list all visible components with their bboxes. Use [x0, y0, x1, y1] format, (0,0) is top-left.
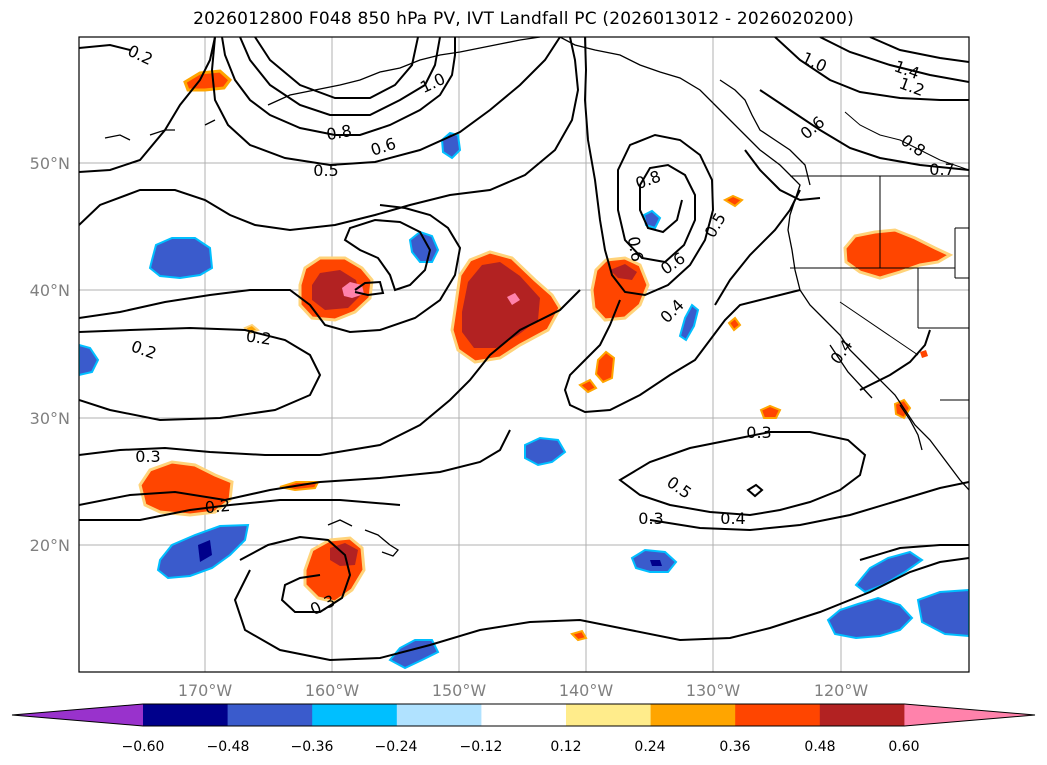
colorbar-tick-label: −0.60 [122, 739, 165, 755]
contour-label: 0.2 [245, 326, 273, 348]
contour-label: 0.4 [720, 509, 745, 528]
colorbar-tick-label: 0.60 [888, 739, 919, 755]
lat-label: 30°N [30, 409, 70, 428]
colorbar-extend-low [12, 704, 143, 726]
contour-label: 0.3 [746, 423, 771, 442]
colorbar-bin [481, 704, 567, 726]
colorbar-bin [143, 704, 229, 726]
colorbar-tick-label: −0.36 [291, 739, 334, 755]
colorbar-bin [566, 704, 652, 726]
contour-label: 0.3 [638, 509, 663, 528]
contour-label: 0.2 [204, 496, 231, 517]
lon-label: 170°W [178, 681, 233, 700]
contour-label: 0.5 [313, 161, 338, 180]
colorbar-ticks: −0.60 −0.48 −0.36 −0.24 −0.12 0.12 0.24 … [122, 739, 920, 755]
colorbar-bin [396, 704, 482, 726]
colorbar-bin [819, 704, 905, 726]
contour-label: 0.8 [325, 121, 353, 144]
political-boundaries [790, 111, 969, 401]
coastlines [104, 37, 969, 557]
colorbar-tick-label: 0.48 [804, 739, 835, 755]
lon-label: 140°W [559, 681, 614, 700]
map-panel: 0.2 1.0 0.8 0.6 0.5 0.8 0.6 0.5 0.6 0.4 … [79, 37, 969, 672]
colorbar-bin [650, 704, 736, 726]
colorbar-tick-label: 0.24 [634, 739, 665, 755]
colorbar-tick-label: −0.48 [207, 739, 250, 755]
lon-label: 150°W [432, 681, 487, 700]
colorbar-tick-label: 0.36 [719, 739, 750, 755]
contour-label: 0.6 [624, 235, 647, 263]
contour-label: 0.3 [135, 447, 160, 466]
colorbar [11, 703, 1036, 727]
pv-contours [79, 37, 969, 662]
lat-label: 40°N [30, 281, 70, 300]
colorbar-bin [735, 704, 821, 726]
latitude-labels: 50°N 40°N 30°N 20°N [30, 154, 70, 555]
map-title: 2026012800 F048 850 hPa PV, IVT Landfall… [193, 9, 854, 29]
longitude-labels: 170°W 160°W 150°W 140°W 130°W 120°W [178, 681, 869, 700]
colorbar-tick-label: −0.12 [460, 739, 503, 755]
map-frame [78, 36, 970, 673]
colorbar-bin [227, 704, 313, 726]
lon-label: 160°W [305, 681, 360, 700]
pv-negative-areas [79, 131, 969, 670]
colorbar-tick-label: 0.12 [550, 739, 581, 755]
lat-label: 50°N [30, 154, 70, 173]
pv-positive-areas [138, 69, 954, 642]
colorbar-extend-high [904, 704, 1035, 726]
lat-label: 20°N [30, 536, 70, 555]
lon-label: 130°W [686, 681, 741, 700]
colorbar-tick-label: −0.24 [375, 739, 418, 755]
contour-label: 0.7 [929, 160, 954, 179]
lon-label: 120°W [814, 681, 869, 700]
colorbar-bin [312, 704, 398, 726]
colorbar-outline [11, 703, 1036, 727]
